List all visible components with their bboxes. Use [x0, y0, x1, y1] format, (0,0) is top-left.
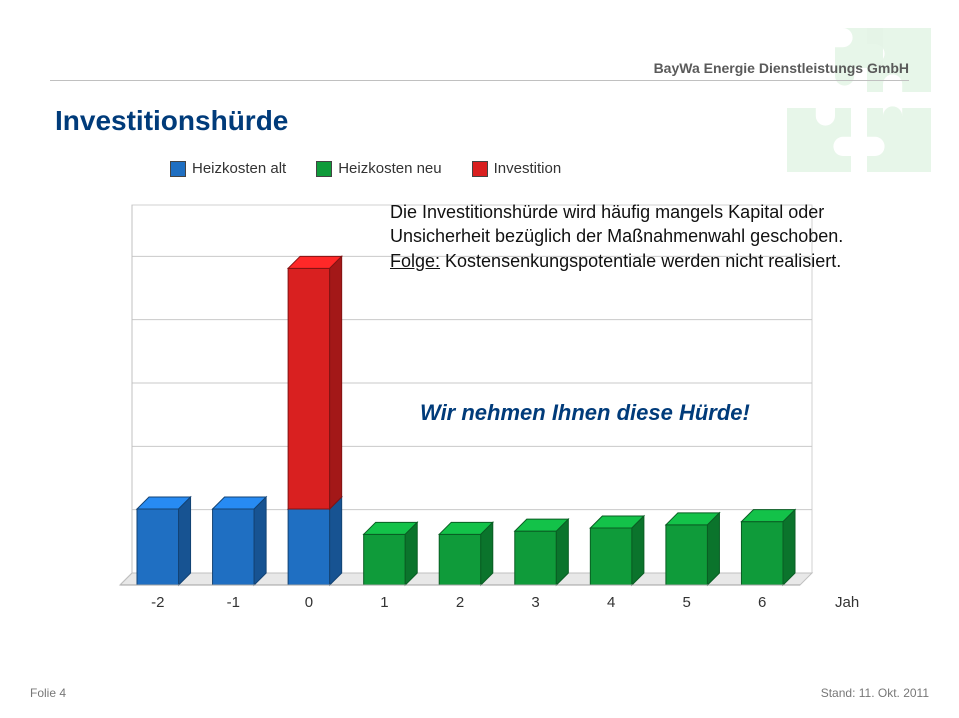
callout-text: Wir nehmen Ihnen diese Hürde!	[420, 400, 750, 426]
legend-item: Investition	[472, 160, 562, 177]
chart-legend: Heizkosten alt Heizkosten neu Investitio…	[170, 160, 561, 177]
svg-text:2: 2	[456, 594, 464, 611]
svg-text:4: 4	[607, 594, 615, 611]
legend-swatch-icon	[316, 161, 332, 177]
legend-swatch-icon	[472, 161, 488, 177]
legend-label: Heizkosten alt	[192, 160, 286, 177]
svg-text:3: 3	[531, 594, 539, 611]
info-text: Die Investitionshürde wird häufig mangel…	[390, 200, 860, 273]
svg-text:5: 5	[682, 594, 690, 611]
svg-text:1: 1	[380, 594, 388, 611]
svg-text:-1: -1	[227, 594, 240, 611]
legend-swatch-icon	[170, 161, 186, 177]
svg-text:Jahre: Jahre	[835, 594, 860, 611]
footer-left: Folie 4	[30, 686, 66, 700]
svg-text:0: 0	[305, 594, 313, 611]
legend-label: Investition	[494, 160, 562, 177]
svg-text:-2: -2	[151, 594, 164, 611]
footer-prefix: Folie	[30, 686, 59, 700]
slide-title: Investitionshürde	[55, 105, 288, 137]
puzzle-watermark-icon	[779, 20, 939, 180]
info-line1: Die Investitionshürde wird häufig mangel…	[390, 202, 843, 246]
consequence-label: Folge:	[390, 251, 440, 271]
legend-item: Heizkosten alt	[170, 160, 286, 177]
header-company: BayWa Energie Dienstleistungs GmbH	[50, 60, 909, 81]
slide: BayWa Energie Dienstleistungs GmbH Inves…	[0, 0, 959, 718]
consequence-text: Kostensenkungspotentiale werden nicht re…	[440, 251, 841, 271]
legend-item: Heizkosten neu	[316, 160, 441, 177]
svg-text:6: 6	[758, 594, 766, 611]
legend-label: Heizkosten neu	[338, 160, 441, 177]
footer-page: 4	[59, 686, 66, 700]
footer-right: Stand: 11. Okt. 2011	[821, 686, 929, 700]
